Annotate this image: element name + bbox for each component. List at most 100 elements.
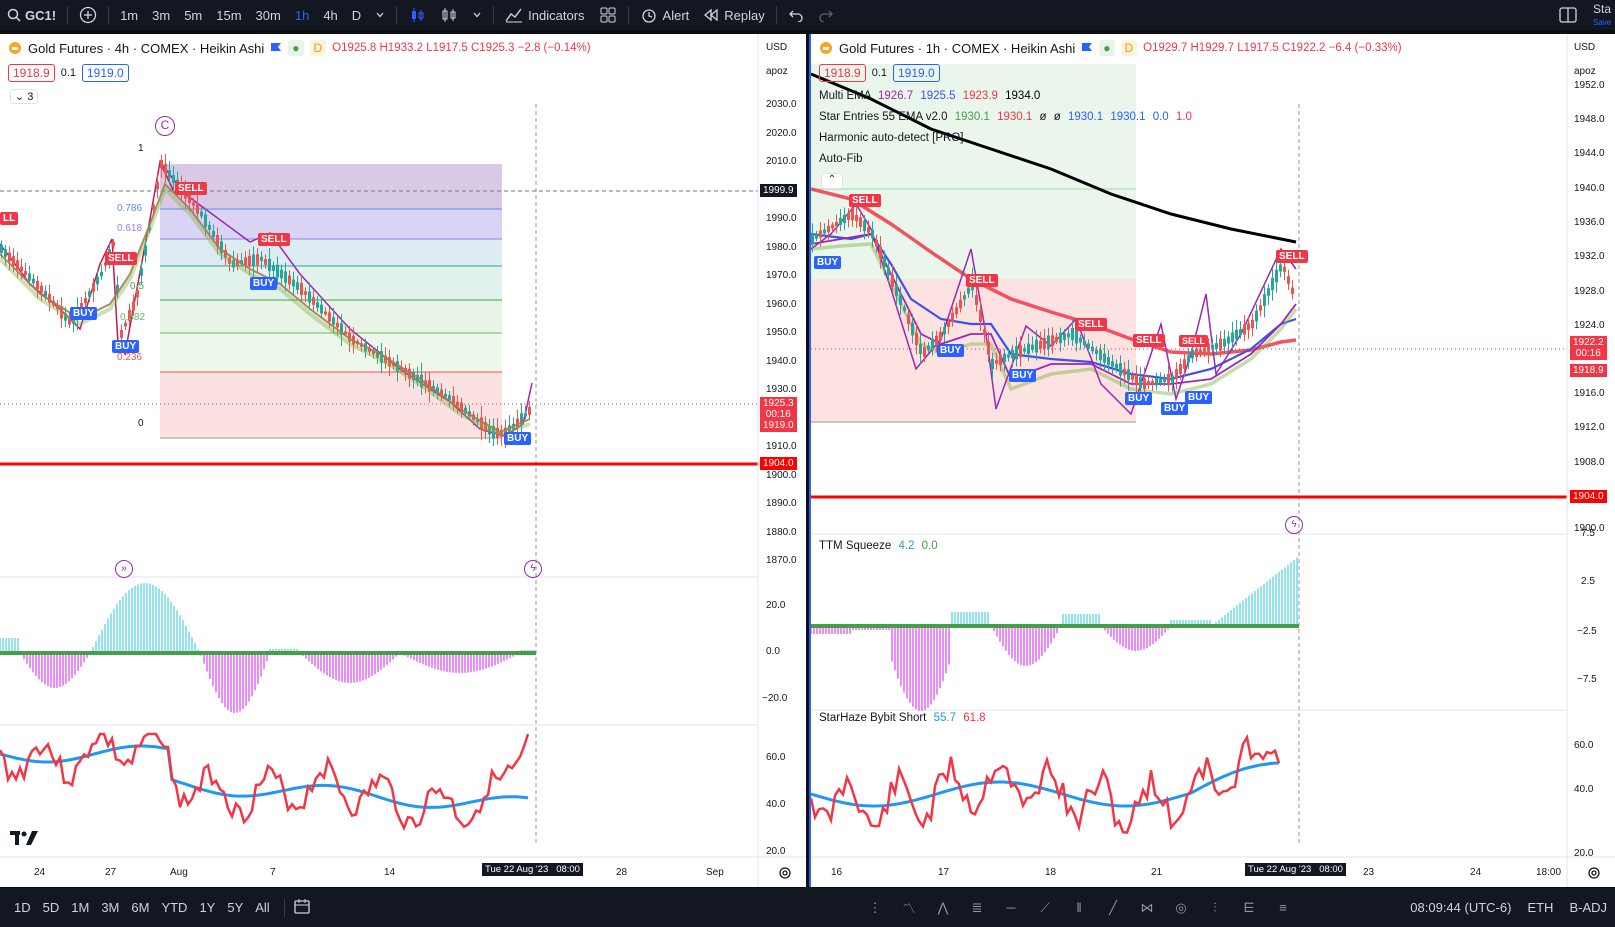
save-area[interactable]: Sta Save xyxy=(1593,3,1611,29)
trend-line-icon[interactable]: ╱ xyxy=(1109,899,1117,915)
range-5d[interactable]: 5D xyxy=(42,900,60,915)
candle-body xyxy=(991,358,994,370)
indicators-button[interactable]: Indicators xyxy=(498,0,591,30)
candle-body xyxy=(264,259,267,265)
fib-channel-icon[interactable]: ⋿ xyxy=(1243,899,1255,915)
layout-button[interactable] xyxy=(1552,0,1584,30)
scale-mode-label[interactable]: apoz xyxy=(1574,66,1596,77)
session-break-icon[interactable]: » xyxy=(115,560,133,578)
bid-button[interactable]: 1918.9 xyxy=(8,64,55,82)
autofib-legend[interactable]: Auto-Fib xyxy=(819,153,863,165)
add-symbol-button[interactable] xyxy=(72,0,104,30)
range-5y[interactable]: 5Y xyxy=(227,900,244,915)
candle-body xyxy=(847,213,850,220)
interval-4h[interactable]: 4h xyxy=(323,7,338,23)
templates-button[interactable] xyxy=(592,0,624,30)
price-tick: 1928.0 xyxy=(1574,286,1605,297)
candle-body xyxy=(516,418,519,428)
chevron-down-icon: ⌄ xyxy=(15,91,25,103)
ask-button[interactable]: 1919.0 xyxy=(82,64,129,82)
lightning-icon[interactable]: ϟ xyxy=(1285,516,1303,534)
range-ytd[interactable]: YTD xyxy=(161,900,188,915)
interval-5m[interactable]: 5m xyxy=(184,7,203,23)
chart-style-dropdown[interactable] xyxy=(465,0,489,30)
goto-date-button[interactable] xyxy=(293,897,311,918)
replay-button[interactable]: Replay xyxy=(696,0,771,30)
candle-body xyxy=(72,317,75,324)
right-chart-canvas[interactable] xyxy=(811,34,1615,887)
bars-pattern-icon[interactable]: ‖ xyxy=(1076,900,1082,915)
candle-body xyxy=(939,331,942,341)
candle-body xyxy=(324,311,327,315)
level-price-box: 1904.0 xyxy=(1570,490,1607,503)
bid-button[interactable]: 1918.9 xyxy=(819,64,866,82)
fib-tool-icon[interactable]: ≣ xyxy=(971,899,983,915)
undo-icon xyxy=(788,10,803,22)
c-point-marker[interactable]: C xyxy=(155,116,175,136)
ttm-squeeze-legend[interactable]: TTM Squeeze 4.2 0.0 xyxy=(819,540,938,552)
adjustment-toggle[interactable]: B-ADJ xyxy=(1569,900,1607,915)
harmonic-legend[interactable]: Harmonic auto-detect [PRO] xyxy=(819,132,964,144)
interval-3m[interactable]: 3m xyxy=(152,7,171,23)
interval-1m[interactable]: 1m xyxy=(120,7,139,23)
sell-signal-tag: SELL xyxy=(105,252,137,265)
candle-body xyxy=(4,249,7,257)
interval-d[interactable]: D xyxy=(351,7,362,23)
candles-type-button[interactable] xyxy=(401,0,433,30)
currency-label[interactable]: USD xyxy=(766,42,788,53)
indicators-collapse-button[interactable]: ⌄ 3 xyxy=(10,89,39,104)
currency-label[interactable]: USD xyxy=(1574,42,1596,53)
candle-body xyxy=(1191,349,1194,359)
right-chart-pane[interactable]: Gold Futures · 1h · COMEX · Heikin Ashi … xyxy=(809,34,1615,887)
last-price: 1922.2 xyxy=(1573,337,1604,348)
drag-handle-icon[interactable]: ⋮ xyxy=(868,899,882,915)
ask-button[interactable]: 1919.0 xyxy=(893,64,940,82)
interval-dropdown[interactable] xyxy=(368,0,392,30)
buy-signal-tag: BUY xyxy=(1009,369,1037,382)
left-chart-canvas[interactable] xyxy=(0,34,806,887)
candle-body xyxy=(1091,346,1094,352)
ray-tool-icon[interactable]: ⟋ xyxy=(1040,899,1050,915)
level-price-box: 1904.0 xyxy=(760,457,797,470)
alert-button[interactable]: Alert xyxy=(633,0,697,30)
range-1d[interactable]: 1D xyxy=(14,900,31,915)
settings-button[interactable] xyxy=(1587,866,1601,883)
wave-tool-icon[interactable]: 〽 xyxy=(902,901,916,916)
fib-extension-icon[interactable]: ≡ xyxy=(1279,900,1287,915)
settings-button[interactable] xyxy=(778,866,792,883)
left-chart-pane[interactable]: Gold Futures · 4h · COMEX · Heikin Ashi … xyxy=(0,34,806,887)
star-entries-legend[interactable]: Star Entries 55 EMA v2.0 1930.1 1930.1 ø… xyxy=(819,111,1192,123)
range-3m[interactable]: 3M xyxy=(101,900,120,915)
abc-pattern-icon[interactable]: ⋀ xyxy=(937,899,949,915)
lightning-icon[interactable]: ϟ xyxy=(524,560,542,578)
session-toggle[interactable]: ETH xyxy=(1527,900,1554,915)
interval-30m[interactable]: 30m xyxy=(255,7,281,23)
symbol-search[interactable]: GC1! xyxy=(0,0,63,30)
candle-body xyxy=(1263,294,1266,306)
candle-body xyxy=(1183,359,1186,369)
interval-1h[interactable]: 1h xyxy=(294,7,310,23)
candle-body xyxy=(464,407,467,414)
pitchfork-icon[interactable]: ⫶ xyxy=(1213,899,1217,915)
xabcd-pattern-icon[interactable]: ⋈ xyxy=(1140,899,1154,915)
scale-mode-label[interactable]: apoz xyxy=(766,66,788,77)
range-all[interactable]: All xyxy=(255,900,270,915)
range-6m[interactable]: 6M xyxy=(131,900,150,915)
fib-zone-0 xyxy=(160,372,502,438)
range-1y[interactable]: 1Y xyxy=(199,900,216,915)
clock-display[interactable]: 08:09:44 (UTC-6) xyxy=(1410,900,1512,915)
rsi-tick: 60.0 xyxy=(766,752,786,763)
range-1m[interactable]: 1M xyxy=(71,900,90,915)
multi-ema-legend[interactable]: Multi EMA 1926.7 1925.5 1923.9 1934.0 xyxy=(819,90,1040,102)
chart-style-button[interactable] xyxy=(433,0,465,30)
collapse-legend-button[interactable]: ⌃ xyxy=(821,173,843,189)
horizontal-line-icon[interactable]: ─ xyxy=(1006,900,1016,915)
undo-button[interactable] xyxy=(781,0,811,30)
redo-button[interactable] xyxy=(811,0,841,30)
indicators-label: Indicators xyxy=(528,7,585,23)
candle-body xyxy=(408,368,411,379)
fib-spiral-icon[interactable]: ◎ xyxy=(1175,899,1187,915)
time-tick: Sep xyxy=(706,867,724,878)
interval-15m[interactable]: 15m xyxy=(216,7,242,23)
starhaze-legend[interactable]: StarHaze Bybit Short 55.7 61.8 xyxy=(819,712,986,724)
